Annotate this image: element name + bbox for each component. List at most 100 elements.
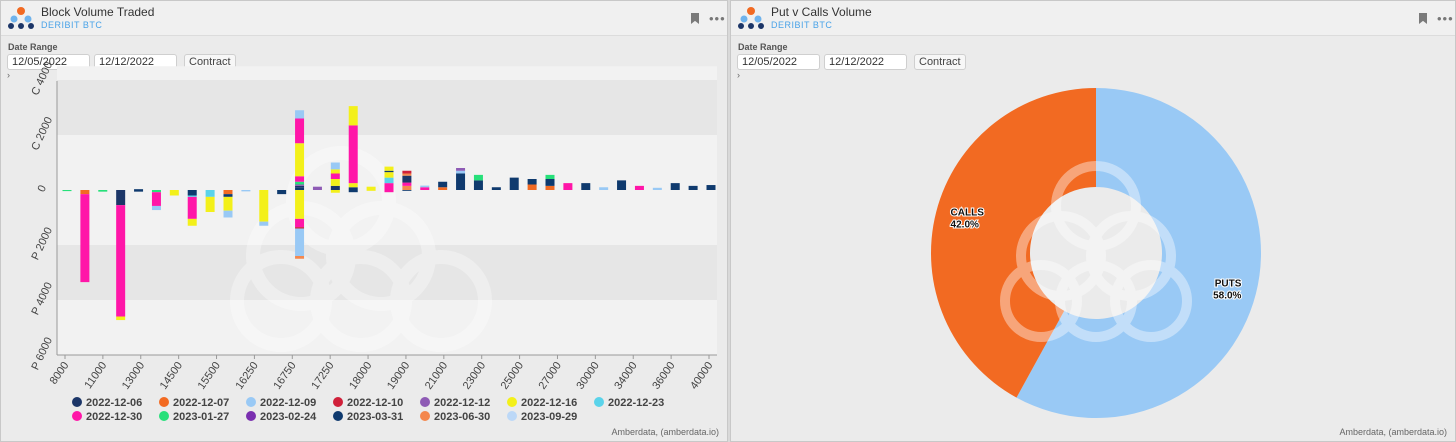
bar-segment-call[interactable] xyxy=(402,173,412,176)
bar-segment-call[interactable] xyxy=(402,185,412,190)
bar-segment-put[interactable] xyxy=(366,190,376,191)
legend-swatch[interactable] xyxy=(333,397,343,407)
bar-segment-call[interactable] xyxy=(420,187,430,190)
bar-segment-put[interactable] xyxy=(330,190,340,193)
bar-segment-put[interactable] xyxy=(348,190,358,193)
bar-segment-call[interactable] xyxy=(545,174,555,179)
donut-slice-puts[interactable] xyxy=(1016,88,1261,418)
bar-segment-put[interactable] xyxy=(295,218,305,228)
legend-swatch[interactable] xyxy=(72,411,82,421)
legend-label[interactable]: 2022-12-09 xyxy=(260,397,316,409)
bar-segment-put[interactable] xyxy=(241,190,251,192)
bar-segment-call[interactable] xyxy=(527,184,537,191)
bar-segment-call[interactable] xyxy=(384,170,394,173)
bar-segment-call[interactable] xyxy=(295,187,305,190)
bar-segment-call[interactable] xyxy=(652,187,662,190)
bar-segment-put[interactable] xyxy=(116,205,126,317)
bar-segment-call[interactable] xyxy=(134,189,144,190)
bar-segment-put[interactable] xyxy=(187,218,197,226)
bar-segment-call[interactable] xyxy=(384,172,394,178)
bar-segment-call[interactable] xyxy=(348,125,358,184)
legend-label[interactable]: 2022-12-30 xyxy=(86,411,142,423)
legend-swatch[interactable] xyxy=(159,411,169,421)
legend-label[interactable]: 2023-03-31 xyxy=(347,411,403,423)
bar-segment-call[interactable] xyxy=(348,183,358,188)
bar-segment-call[interactable] xyxy=(706,185,716,190)
bar-segment-call[interactable] xyxy=(617,180,627,190)
bar-segment-call[interactable] xyxy=(295,176,305,182)
legend-swatch[interactable] xyxy=(594,397,604,407)
bar-segment-call[interactable] xyxy=(402,182,412,186)
more-options-icon[interactable]: ••• xyxy=(1437,11,1454,26)
bar-segment-call[interactable] xyxy=(456,170,466,174)
bar-segment-call[interactable] xyxy=(456,173,466,191)
bar-segment-call[interactable] xyxy=(295,143,305,177)
bar-segment-call[interactable] xyxy=(330,179,340,186)
bar-segment-put[interactable] xyxy=(151,192,161,206)
bar-segment-call[interactable] xyxy=(295,118,305,144)
bar-segment-call[interactable] xyxy=(295,110,305,119)
legend-label[interactable]: 2022-12-16 xyxy=(521,397,577,409)
bar-segment-put[interactable] xyxy=(98,190,108,192)
bar-segment-call[interactable] xyxy=(545,179,555,186)
bar-segment-put[interactable] xyxy=(169,190,179,196)
bar-segment-call[interactable] xyxy=(330,169,340,174)
legend-swatch[interactable] xyxy=(159,397,169,407)
bar-segment-call[interactable] xyxy=(545,185,555,190)
legend-swatch[interactable] xyxy=(333,411,343,421)
bar-segment-put[interactable] xyxy=(187,190,197,196)
bar-segment-put[interactable] xyxy=(259,221,269,226)
bar-segment-put[interactable] xyxy=(151,205,161,211)
bookmark-icon[interactable] xyxy=(1419,13,1427,24)
bar-segment-call[interactable] xyxy=(527,179,537,185)
bar-segment-call[interactable] xyxy=(295,181,305,185)
chevron-right-icon[interactable]: › xyxy=(7,70,10,80)
bar-segment-call[interactable] xyxy=(581,183,591,190)
bar-segment-put[interactable] xyxy=(259,190,269,222)
bar-segment-put[interactable] xyxy=(295,228,305,257)
legend-label[interactable]: 2023-01-27 xyxy=(173,411,229,423)
bar-segment-call[interactable] xyxy=(563,183,573,190)
legend-swatch[interactable] xyxy=(507,411,517,421)
legend-label[interactable]: 2022-12-10 xyxy=(347,397,403,409)
bar-segment-call[interactable] xyxy=(295,184,305,186)
bar-segment-put[interactable] xyxy=(223,190,233,195)
bar-segment-put[interactable] xyxy=(116,190,126,206)
bar-segment-put[interactable] xyxy=(80,194,90,283)
legend-swatch[interactable] xyxy=(507,397,517,407)
bar-segment-put[interactable] xyxy=(384,190,394,193)
bar-segment-call[interactable] xyxy=(473,180,483,190)
chevron-right-icon[interactable]: › xyxy=(737,70,740,80)
legend-label[interactable]: 2022-12-07 xyxy=(173,397,229,409)
bar-segment-call[interactable] xyxy=(312,186,322,190)
legend-label[interactable]: 2022-12-06 xyxy=(86,397,142,409)
bar-segment-call[interactable] xyxy=(670,183,680,190)
legend-label[interactable]: 2023-02-24 xyxy=(260,411,317,423)
bar-segment-call[interactable] xyxy=(384,177,394,184)
bar-segment-put[interactable] xyxy=(205,190,215,197)
bar-segment-call[interactable] xyxy=(509,177,519,190)
legend-label[interactable]: 2023-09-29 xyxy=(521,411,577,423)
legend-swatch[interactable] xyxy=(72,397,82,407)
bar-segment-call[interactable] xyxy=(366,186,376,190)
end-date-input[interactable]: 12/12/2022 xyxy=(824,54,907,70)
bar-segment-put[interactable] xyxy=(223,196,233,211)
bar-segment-put[interactable] xyxy=(80,190,90,195)
bar-segment-call[interactable] xyxy=(491,187,501,190)
bar-segment-call[interactable] xyxy=(438,187,448,190)
bar-segment-put[interactable] xyxy=(223,210,233,218)
more-options-icon[interactable]: ••• xyxy=(709,11,726,26)
legend-swatch[interactable] xyxy=(420,411,430,421)
bar-segment-put[interactable] xyxy=(62,190,72,192)
bar-segment-call[interactable] xyxy=(456,168,466,171)
bar-segment-put[interactable] xyxy=(134,190,144,192)
bar-segment-put[interactable] xyxy=(187,196,197,219)
bar-segment-call[interactable] xyxy=(384,166,394,171)
bar-segment-call[interactable] xyxy=(384,183,394,190)
bar-segment-call[interactable] xyxy=(295,185,305,188)
bar-segment-call[interactable] xyxy=(634,185,644,190)
bar-segment-put[interactable] xyxy=(277,190,287,195)
bar-segment-call[interactable] xyxy=(688,185,698,190)
bookmark-icon[interactable] xyxy=(691,13,699,24)
bar-segment-call[interactable] xyxy=(330,185,340,190)
